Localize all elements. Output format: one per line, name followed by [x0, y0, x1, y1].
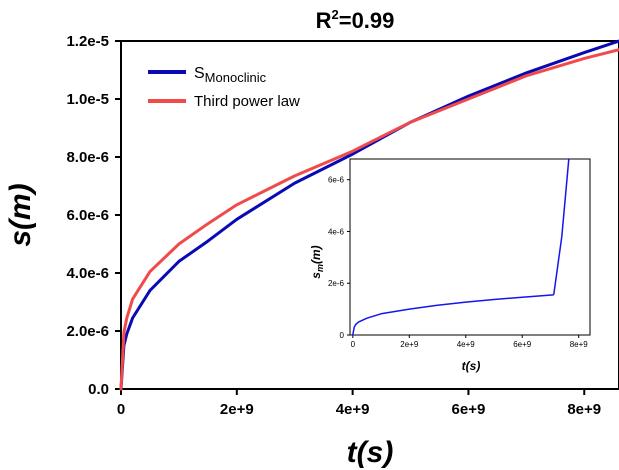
inset-x-tick-label: 8e+9 — [570, 340, 589, 349]
main-y-tick-label: 0.0 — [88, 381, 109, 398]
inset-x-tick-label: 0 — [351, 340, 356, 349]
main-y-tick-label: 6.0e-6 — [66, 207, 109, 224]
main-x-tick-label: 8e+9 — [567, 401, 601, 418]
main-x-tick-label: 4e+9 — [336, 401, 370, 418]
inset-frame — [349, 158, 591, 336]
main-y-tick-label: 1.2e-5 — [66, 33, 109, 50]
inset-x-tick-label: 6e+9 — [513, 340, 532, 349]
legend: SMonoclinic Third power law — [148, 65, 300, 110]
main-series-line-0 — [119, 39, 619, 391]
main-y-tick-label: 2.0e-6 — [66, 323, 109, 340]
inset-y-ticks: 0 2e-6 4e-6 6e-6 — [328, 176, 350, 340]
inset-y-tick-label: 2e-6 — [328, 279, 345, 288]
main-y-axis-label: s(m) — [4, 183, 37, 246]
inset-x-ticks: 0 2e+9 4e+9 6e+9 8e+9 — [351, 335, 589, 349]
main-x-ticks: 0 2e+9 4e+9 6e+9 8e+9 — [117, 389, 601, 418]
legend-label-third-power: Third power law — [194, 93, 300, 110]
legend-label-monoclinic: SMonoclinic — [194, 65, 267, 85]
inset-y-label-rest: (m) — [309, 245, 323, 264]
main-y-tick-label: 4.0e-6 — [66, 265, 109, 282]
inset-x-axis-label: t(s) — [462, 359, 481, 373]
inset-series — [352, 158, 570, 336]
inset-y-axis-label: sm(m) — [309, 245, 325, 278]
legend-label-sub: Monoclinic — [205, 70, 267, 85]
main-y-tick-label: 1.0e-5 — [66, 91, 109, 108]
inset-background — [350, 159, 590, 335]
main-series — [119, 39, 619, 391]
main-x-tick-label: 2e+9 — [220, 401, 254, 418]
main-y-tick-label: 8.0e-6 — [66, 149, 109, 166]
title-superscript: 2 — [331, 7, 338, 22]
inset-plot: 0 2e-6 4e-6 6e-6 0 2e+9 4e+9 6e+9 8e+9 — [328, 158, 591, 349]
inset-x-tick-label: 4e+9 — [457, 340, 476, 349]
inset-y-tick-label: 6e-6 — [328, 176, 345, 185]
main-x-axis-label: t(s) — [347, 436, 394, 469]
main-x-tick-label: 6e+9 — [452, 401, 486, 418]
main-plot: 0.02.0e-64.0e-66.0e-68.0e-61.0e-51.2e-5 … — [66, 33, 619, 418]
inset-y-label-sub: m — [315, 264, 325, 272]
inset-series-line-0 — [352, 158, 570, 336]
title-main: R — [316, 8, 332, 33]
inset-y-tick-label: 4e-6 — [328, 227, 345, 236]
title-rest: =0.99 — [339, 8, 395, 33]
chart-title: R2=0.99 — [316, 7, 395, 33]
inset-x-tick-label: 2e+9 — [400, 340, 419, 349]
inset-y-tick-label: 0 — [340, 331, 345, 340]
inset-y-label-main: s — [309, 272, 323, 279]
legend-label-main: S — [194, 65, 205, 82]
main-x-tick-label: 0 — [117, 401, 125, 418]
main-y-ticks: 0.0 2.0e-6 4.0e-6 6.0e-6 8.0e-6 1.0e-5 1.2e-5 — [66, 33, 121, 398]
main-series-line-1 — [119, 48, 619, 391]
